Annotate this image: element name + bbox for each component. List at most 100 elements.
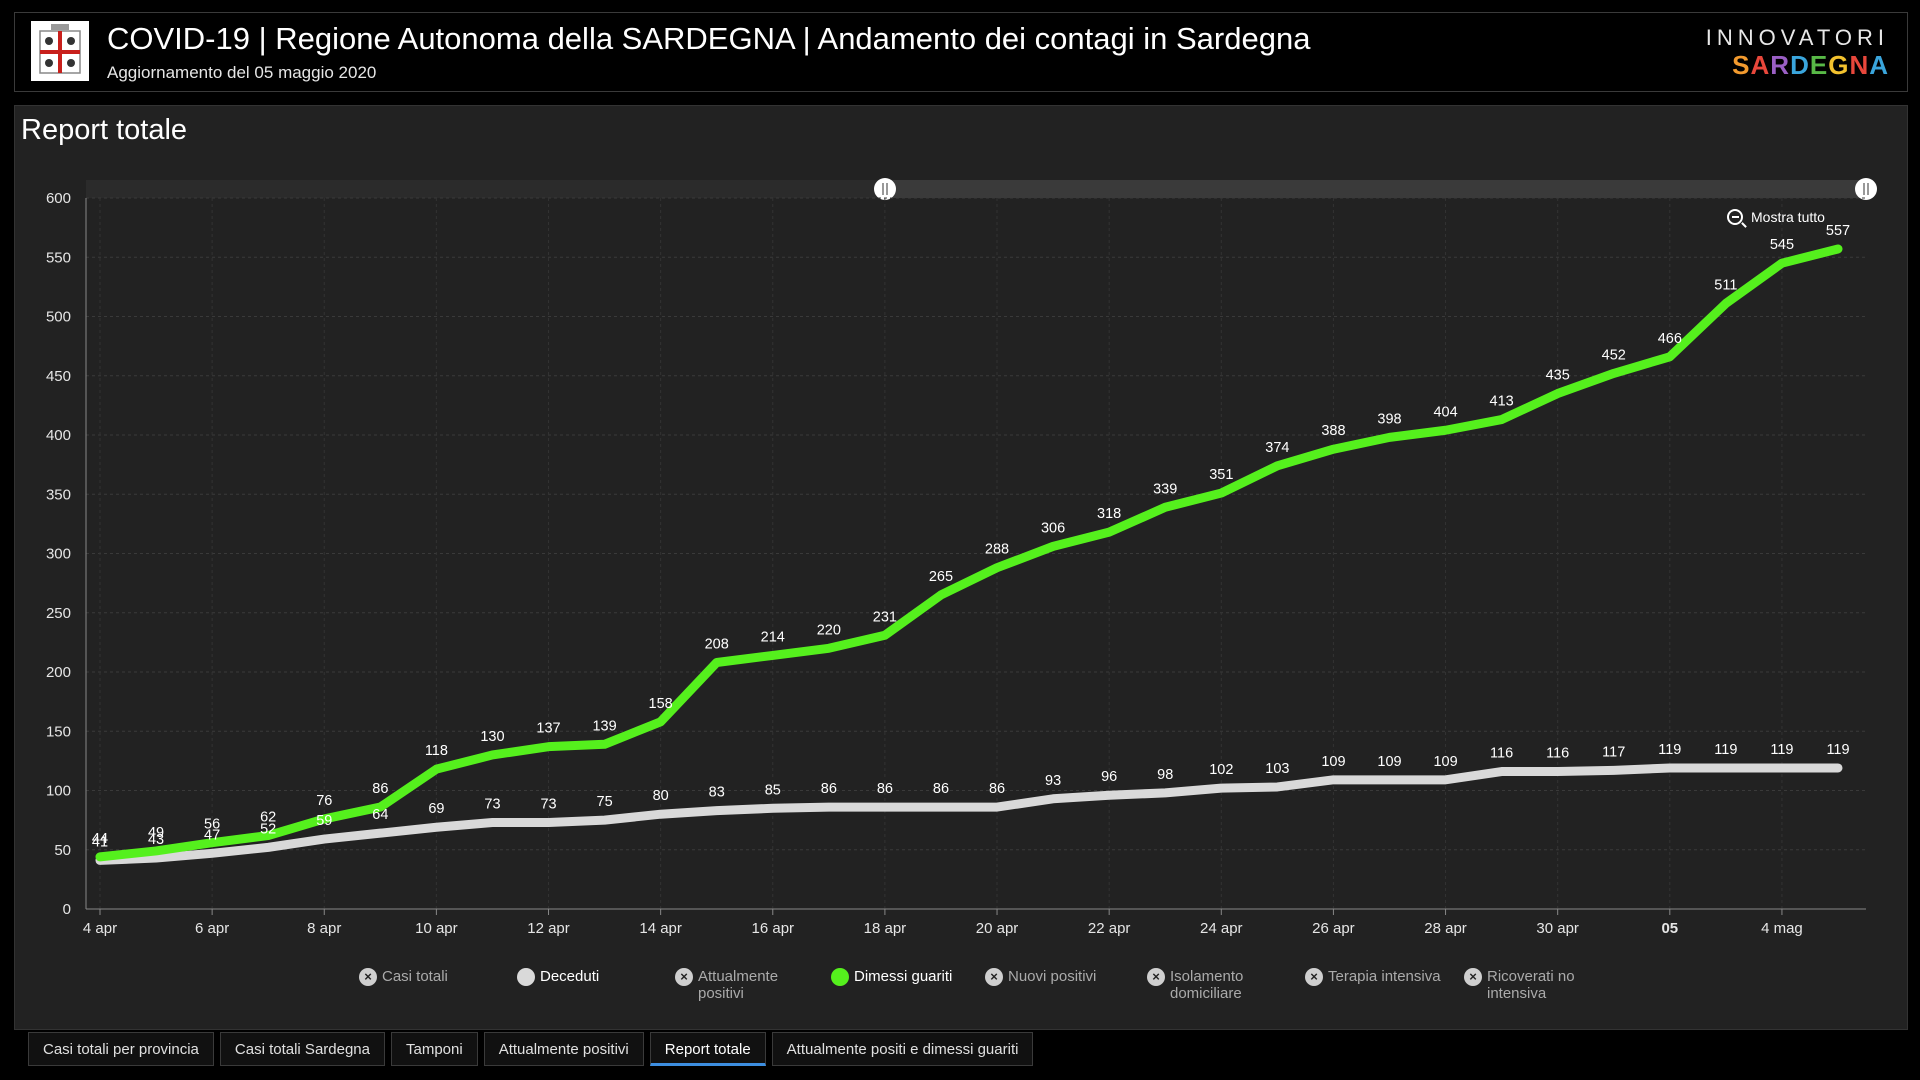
data-label: 139 bbox=[592, 718, 616, 734]
data-label: 116 bbox=[1546, 746, 1569, 762]
legend-disabled-icon: × bbox=[1464, 968, 1482, 986]
data-point bbox=[657, 811, 664, 818]
regione-logo bbox=[31, 21, 89, 81]
data-point bbox=[489, 819, 496, 826]
data-label: 109 bbox=[1433, 754, 1457, 770]
data-point bbox=[265, 832, 272, 839]
y-tick-label: 0 bbox=[63, 901, 71, 918]
tab-bar: Casi totali per provincia Casi totali Sar… bbox=[28, 1032, 1034, 1066]
data-label: 86 bbox=[989, 781, 1005, 797]
legend-item[interactable]: × Attualmente positivi bbox=[675, 968, 788, 1002]
data-point bbox=[1274, 783, 1281, 790]
x-tick-label: 28 apr bbox=[1424, 920, 1467, 937]
y-tick-label: 600 bbox=[46, 190, 71, 207]
legend-item[interactable]: × Isolamento domiciliare bbox=[1147, 968, 1260, 1002]
data-label: 47 bbox=[204, 827, 220, 843]
data-label: 557 bbox=[1826, 223, 1850, 239]
tab-report-totale[interactable]: Report totale bbox=[649, 1032, 766, 1066]
legend-item[interactable]: × Casi totali bbox=[359, 968, 448, 986]
legend-item[interactable]: × Terapia intensiva bbox=[1305, 968, 1441, 986]
data-label: 73 bbox=[540, 796, 556, 812]
data-label: 116 bbox=[1490, 746, 1513, 762]
tab-attualmente-positi-e-dimessi-guariti[interactable]: Attualmente positi e dimessi guariti bbox=[771, 1032, 1034, 1066]
data-point bbox=[769, 805, 776, 812]
brand-bottom-text: SARDEGNA bbox=[1706, 51, 1889, 79]
panel-title: Report totale bbox=[21, 114, 188, 146]
show-all-button[interactable]: Mostra tutto bbox=[1727, 209, 1825, 225]
data-point bbox=[1610, 370, 1617, 377]
data-point bbox=[1498, 416, 1505, 423]
data-label: 511 bbox=[1714, 277, 1737, 293]
data-label: 59 bbox=[316, 813, 332, 829]
x-tick-label: 30 apr bbox=[1536, 920, 1579, 937]
data-point bbox=[881, 632, 888, 639]
page-title: COVID-19 | Regione Autonoma della SARDEG… bbox=[107, 21, 1311, 56]
data-label: 109 bbox=[1321, 754, 1345, 770]
data-label: 220 bbox=[817, 622, 841, 638]
data-label: 86 bbox=[933, 781, 949, 797]
data-point bbox=[881, 804, 888, 811]
legend-item[interactable]: Dimessi guariti bbox=[831, 968, 952, 986]
legend-disabled-icon: × bbox=[1147, 968, 1165, 986]
show-all-label: Mostra tutto bbox=[1751, 209, 1825, 225]
data-label: 435 bbox=[1546, 368, 1570, 384]
data-label: 44 bbox=[92, 831, 108, 847]
series-line-dimessi-guariti bbox=[95, 244, 1843, 862]
brand-letter: G bbox=[1828, 50, 1850, 80]
x-tick-label: 12 apr bbox=[527, 920, 570, 937]
zoom-out-icon bbox=[1727, 209, 1743, 225]
data-point bbox=[321, 836, 328, 843]
legend-label: Nuovi positivi bbox=[1008, 968, 1097, 985]
y-tick-label: 200 bbox=[46, 664, 71, 681]
data-label: 86 bbox=[372, 781, 388, 797]
data-point bbox=[937, 591, 944, 598]
legend-label: Attualmente positivi bbox=[698, 968, 779, 1002]
brand-letter: E bbox=[1809, 50, 1829, 80]
data-point bbox=[1666, 353, 1673, 360]
data-label: 466 bbox=[1658, 331, 1682, 347]
y-tick-label: 350 bbox=[46, 486, 71, 503]
tab-attualmente-positivi[interactable]: Attualmente positivi bbox=[483, 1032, 644, 1066]
data-point bbox=[377, 804, 384, 811]
data-label: 265 bbox=[929, 569, 953, 585]
data-label: 49 bbox=[148, 825, 164, 841]
legend-label: Deceduti bbox=[540, 968, 600, 985]
report-panel: Report totale × Casi totali Deceduti × Attua… bbox=[14, 105, 1908, 1030]
x-tick-label: 16 apr bbox=[752, 920, 795, 937]
range-handle[interactable] bbox=[874, 178, 896, 200]
data-point bbox=[1722, 300, 1729, 307]
tab-casi-totali-sardegna[interactable]: Casi totali Sardegna bbox=[219, 1032, 385, 1066]
data-point bbox=[1554, 768, 1561, 775]
data-point bbox=[1274, 462, 1281, 469]
data-point bbox=[1498, 768, 1505, 775]
data-label: 52 bbox=[260, 821, 276, 837]
data-label: 85 bbox=[765, 782, 781, 798]
legend-dot-icon bbox=[517, 968, 535, 986]
legend-item[interactable]: × Ricoverati no intensiva bbox=[1464, 968, 1577, 1002]
data-label: 73 bbox=[484, 796, 500, 812]
data-point bbox=[1386, 434, 1393, 441]
data-point bbox=[433, 824, 440, 831]
data-point bbox=[1218, 785, 1225, 792]
data-point bbox=[713, 807, 720, 814]
data-label: 452 bbox=[1602, 347, 1626, 363]
tab-tamponi[interactable]: Tamponi bbox=[391, 1032, 478, 1066]
range-handle[interactable] bbox=[1855, 178, 1877, 200]
data-point bbox=[1050, 543, 1057, 550]
data-point bbox=[153, 855, 160, 862]
data-label: 69 bbox=[428, 801, 444, 817]
data-point bbox=[1778, 764, 1785, 771]
brand-logo: INNOVATORI SARDEGNA bbox=[1706, 25, 1889, 79]
data-point bbox=[1442, 776, 1449, 783]
data-label: 96 bbox=[1101, 769, 1117, 785]
data-label: 83 bbox=[709, 785, 725, 801]
x-tick-label: 14 apr bbox=[639, 920, 682, 937]
data-label: 41 bbox=[92, 834, 108, 850]
data-label: 214 bbox=[761, 629, 785, 645]
legend-item[interactable]: Deceduti bbox=[517, 968, 599, 986]
x-tick-label: 4 apr bbox=[83, 920, 117, 937]
legend-item[interactable]: × Nuovi positivi bbox=[985, 968, 1096, 986]
data-point bbox=[1106, 529, 1113, 536]
x-tick-label: 6 apr bbox=[195, 920, 229, 937]
tab-casi-totali-per-provincia[interactable]: Casi totali per provincia bbox=[28, 1032, 214, 1066]
